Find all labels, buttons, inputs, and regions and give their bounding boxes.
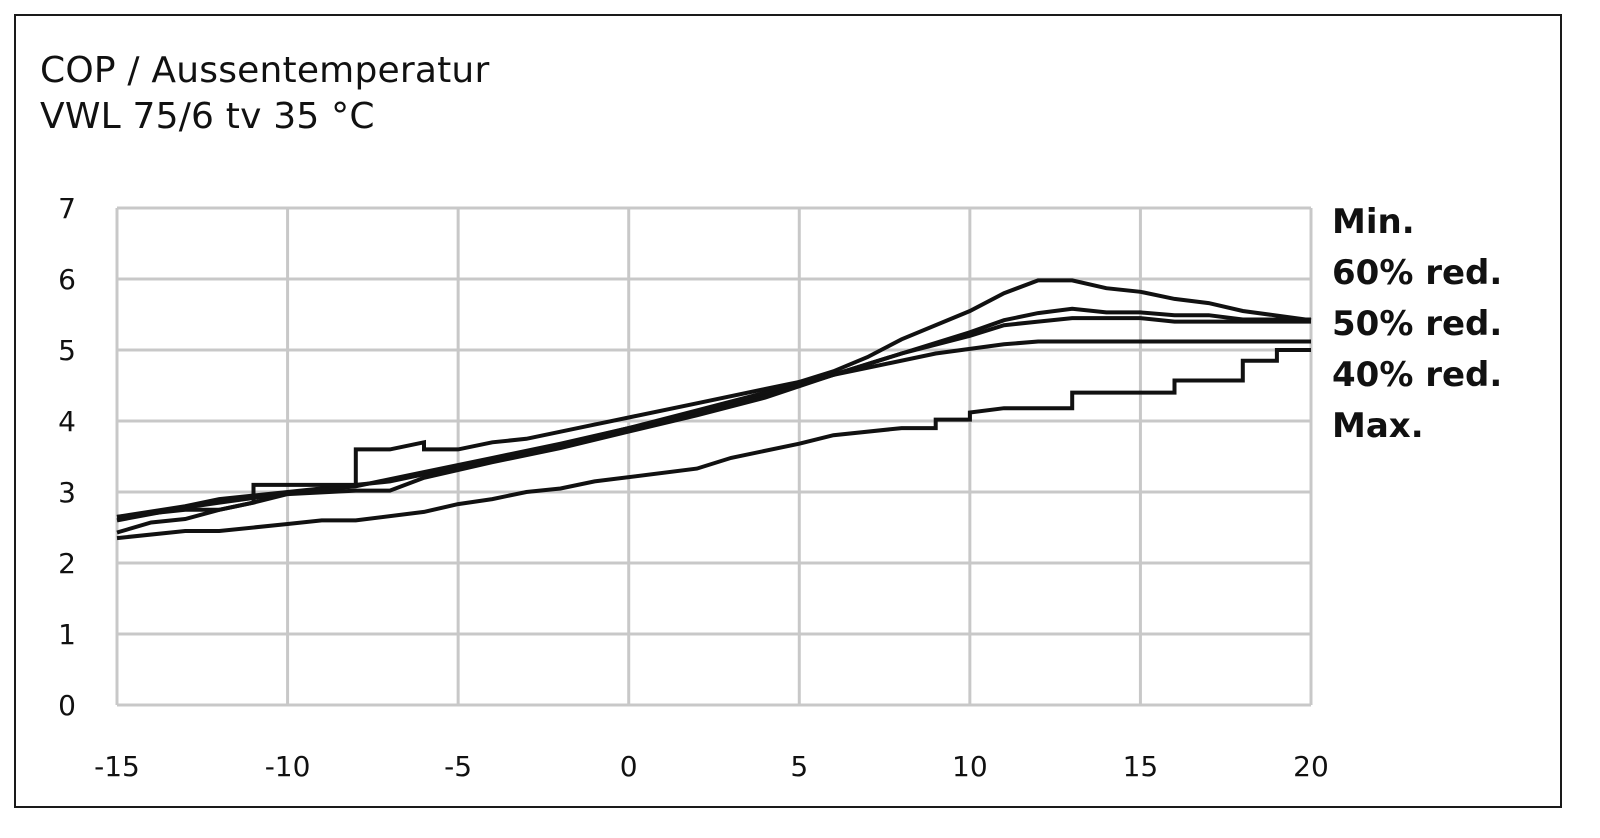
legend-entry-4: Max. bbox=[1332, 406, 1424, 446]
chart-title: COP / Aussentemperatur bbox=[40, 50, 490, 91]
legend-entry-1: 60% red. bbox=[1332, 253, 1502, 293]
y-tick-label-6: 6 bbox=[58, 263, 76, 296]
y-tick-label-7: 7 bbox=[58, 192, 76, 225]
series-line-3 bbox=[116, 339, 1311, 519]
legend-entry-0: Min. bbox=[1332, 202, 1415, 242]
y-tick-label-1: 1 bbox=[58, 618, 76, 651]
y-tick-label-3: 3 bbox=[58, 476, 76, 509]
x-tick-label-6: 15 bbox=[1123, 750, 1159, 783]
x-tick-label-5: 10 bbox=[952, 750, 988, 783]
x-tick-label-2: -5 bbox=[444, 750, 472, 783]
y-tick-label-4: 4 bbox=[58, 405, 76, 438]
legend-entry-3: 40% red. bbox=[1332, 355, 1502, 395]
y-axis-ticks: 0 1 2 3 4 5 6 7 bbox=[58, 192, 76, 722]
series-line-2 bbox=[116, 316, 1311, 535]
chart-subtitle: VWL 75/6 tv 35 °C bbox=[40, 96, 375, 137]
y-tick-label-0: 0 bbox=[58, 689, 76, 722]
series-line-4 bbox=[116, 348, 1311, 541]
series-lines bbox=[116, 278, 1312, 541]
x-tick-label-0: -15 bbox=[94, 750, 140, 783]
legend-entry-2: 50% red. bbox=[1332, 304, 1502, 344]
y-tick-label-5: 5 bbox=[58, 334, 76, 367]
chart-title-block: COP / Aussentemperatur VWL 75/6 tv 35 °C bbox=[40, 48, 489, 140]
x-tick-label-7: 20 bbox=[1293, 750, 1329, 783]
x-tick-label-1: -10 bbox=[265, 750, 311, 783]
x-axis-ticks: -15 -10 -5 0 5 10 15 20 bbox=[94, 750, 1329, 783]
grid-lines bbox=[115, 206, 1313, 707]
legend: Min. 60% red. 50% red. 40% red. Max. bbox=[1332, 202, 1502, 446]
x-tick-label-4: 5 bbox=[790, 750, 808, 783]
chart-frame bbox=[14, 14, 1562, 808]
y-tick-label-2: 2 bbox=[58, 547, 76, 580]
x-tick-label-3: 0 bbox=[620, 750, 638, 783]
